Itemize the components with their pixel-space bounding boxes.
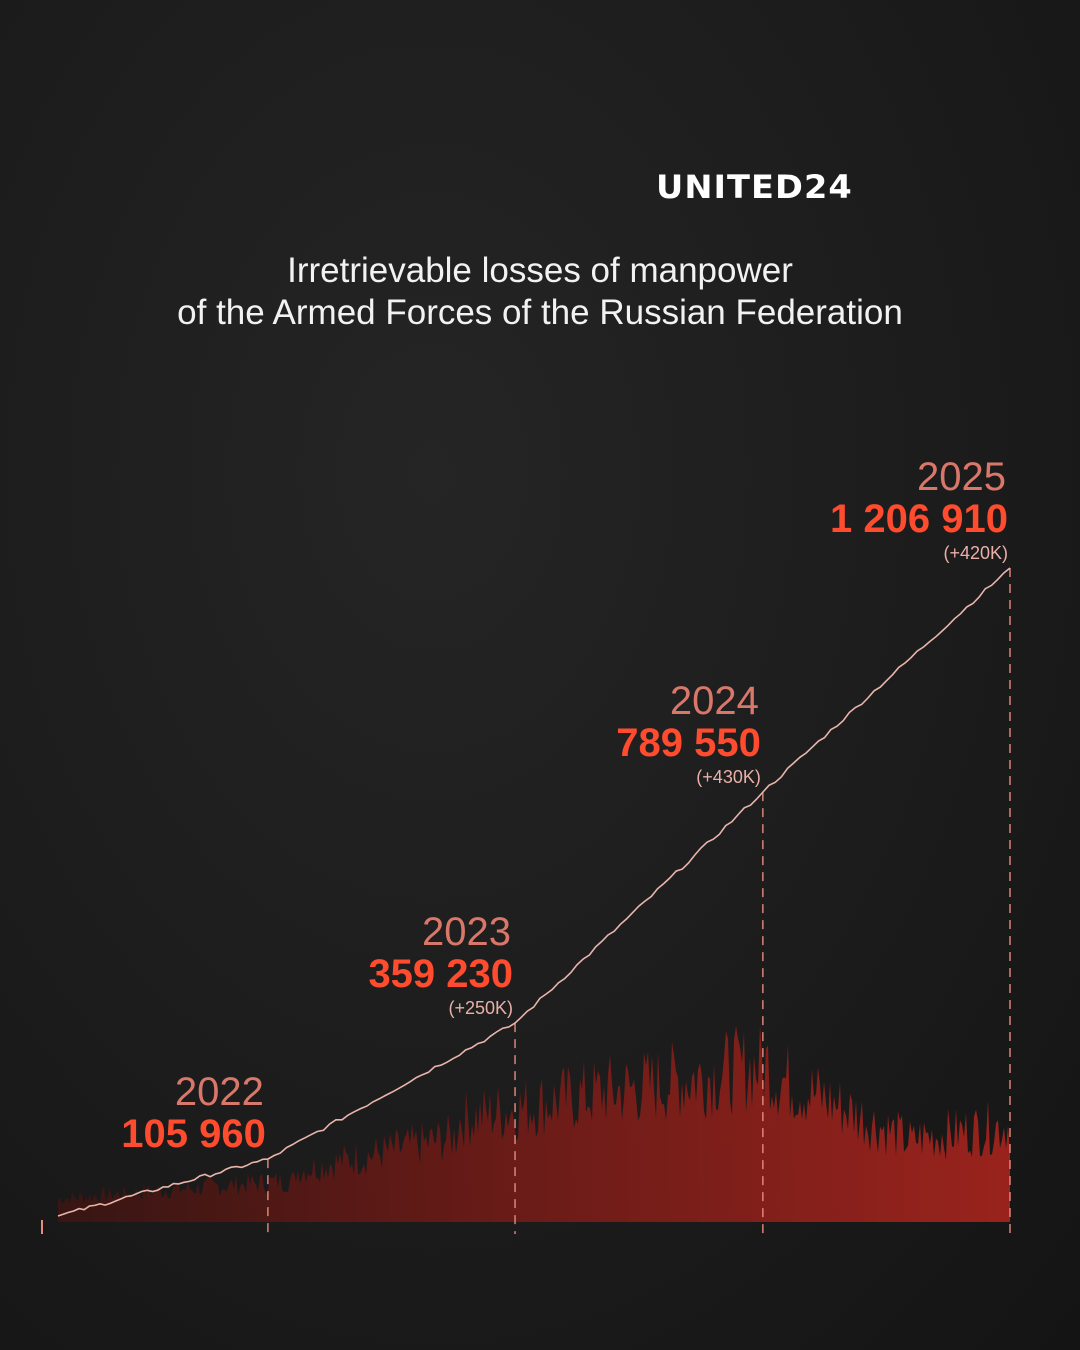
value-label-2025: 1 206 910 bbox=[830, 497, 1008, 541]
year-label-2025: 2025 bbox=[917, 455, 1006, 499]
value-label-2023: 359 230 bbox=[368, 952, 513, 996]
chart-title: Irretrievable losses of manpower of the … bbox=[0, 250, 1080, 334]
value-label-2024: 789 550 bbox=[616, 721, 761, 765]
year-label-2024: 2024 bbox=[670, 679, 759, 723]
title-line-1: Irretrievable losses of manpower bbox=[287, 251, 793, 290]
title-line-2: of the Armed Forces of the Russian Feder… bbox=[177, 293, 903, 332]
value-label-2022: 105 960 bbox=[121, 1112, 266, 1156]
cumulative-line bbox=[57, 567, 1011, 1217]
united24-logo: UNITED24 bbox=[656, 168, 853, 206]
year-label-2022: 2022 bbox=[175, 1070, 264, 1114]
delta-label-2025: (+420K) bbox=[943, 543, 1008, 563]
daily-losses-area-path bbox=[58, 1024, 1010, 1222]
daily-losses-area bbox=[58, 1024, 1010, 1222]
delta-label-2024: (+430K) bbox=[696, 767, 761, 787]
delta-label-2023: (+250K) bbox=[448, 998, 513, 1018]
year-markers bbox=[41, 568, 1011, 1234]
cumulative-losses-line bbox=[57, 567, 1011, 1217]
year-label-2023: 2023 bbox=[422, 910, 511, 954]
